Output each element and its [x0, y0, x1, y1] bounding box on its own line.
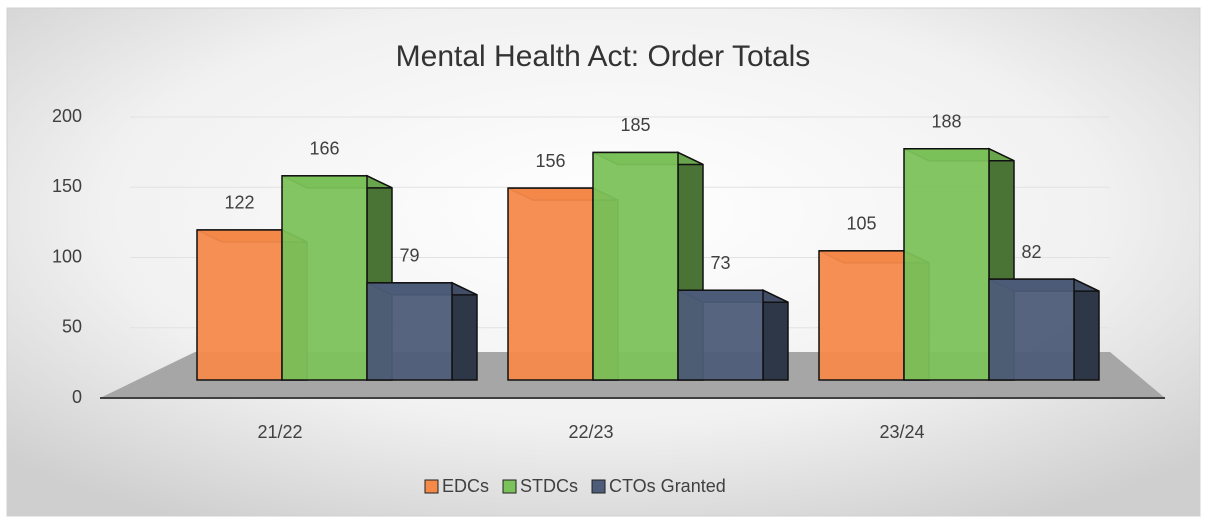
y-tick-label: 0 — [72, 387, 82, 407]
data-label: 185 — [620, 115, 650, 135]
bar — [903, 147, 1015, 381]
y-tick-label: 200 — [52, 106, 82, 126]
bar-side — [451, 281, 478, 381]
data-label: 156 — [535, 151, 565, 171]
x-tick-label: 23/24 — [879, 422, 924, 442]
legend-swatch — [591, 479, 606, 494]
bar-front — [281, 175, 368, 381]
legend-label: EDCs — [442, 476, 489, 496]
x-tick-label: 22/23 — [568, 422, 613, 442]
legend-label: STDCs — [520, 476, 578, 496]
legend-label: CTOs Granted — [609, 476, 726, 496]
bar-front — [196, 229, 283, 381]
bar-front — [507, 187, 594, 381]
bar — [988, 277, 1100, 381]
data-label: 122 — [224, 193, 254, 213]
data-label: 73 — [710, 253, 730, 273]
bar-front — [366, 282, 453, 381]
data-label: 82 — [1021, 242, 1041, 262]
bar-front — [677, 289, 764, 381]
y-tick-label: 100 — [52, 246, 82, 266]
bar-front — [988, 278, 1075, 381]
chart-title: Mental Health Act: Order Totals — [396, 40, 811, 73]
bar-front — [903, 148, 990, 381]
x-tick-label: 21/22 — [257, 422, 302, 442]
data-label: 105 — [846, 214, 876, 234]
legend-swatch — [424, 479, 439, 494]
y-tick-label: 150 — [52, 176, 82, 196]
bar — [366, 281, 478, 381]
legend-swatch — [502, 479, 517, 494]
data-label: 166 — [309, 139, 339, 159]
bar — [677, 289, 789, 381]
y-tick-label: 50 — [62, 317, 82, 337]
bar-side — [762, 289, 789, 381]
data-label: 188 — [931, 112, 961, 132]
bar-front — [818, 250, 905, 381]
legend: EDCs STDCs CTOs Granted — [424, 476, 726, 496]
data-label: 79 — [399, 246, 419, 266]
bar-side — [1073, 277, 1100, 381]
bar-front — [592, 151, 679, 381]
